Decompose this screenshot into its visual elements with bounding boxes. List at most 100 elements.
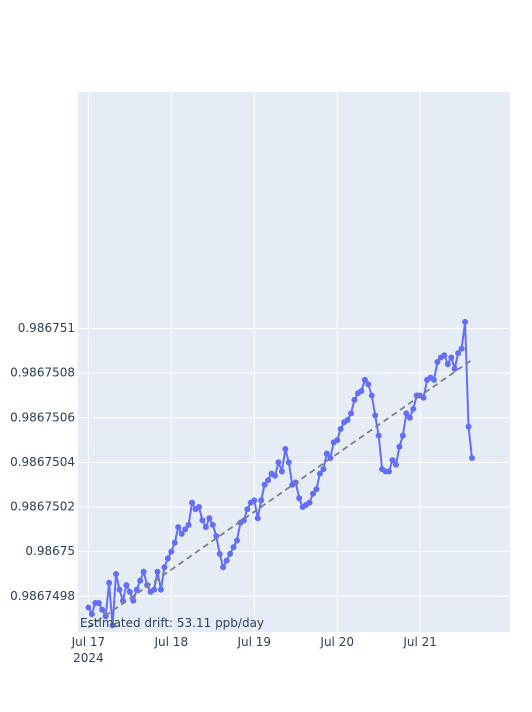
data-point	[251, 497, 258, 504]
data-point	[261, 481, 268, 488]
data-point	[202, 524, 209, 531]
data-point	[392, 461, 399, 468]
data-point	[85, 604, 92, 611]
data-point	[106, 579, 113, 586]
data-point	[265, 477, 272, 484]
data-point	[209, 521, 216, 528]
data-point	[375, 432, 382, 439]
data-point	[271, 472, 278, 479]
data-point	[116, 586, 123, 593]
data-point	[227, 550, 234, 557]
x-tick-label: Jul 18	[154, 635, 189, 649]
y-tick-label: 0.9867504	[10, 455, 75, 469]
drift-annotation: Estimated drift: 53.11 ppb/day	[80, 616, 264, 630]
data-point	[213, 533, 220, 540]
data-point	[386, 468, 393, 475]
data-point	[444, 361, 451, 368]
data-point	[230, 544, 237, 551]
data-point	[351, 396, 358, 403]
data-point	[223, 557, 230, 564]
x-tick-sublabel: 2024	[73, 651, 104, 665]
data-point	[161, 564, 168, 571]
data-point	[320, 466, 327, 473]
data-point	[448, 354, 455, 361]
y-tick-label: 0.98675	[25, 544, 75, 558]
data-point	[399, 432, 406, 439]
data-point	[396, 443, 403, 450]
data-point	[151, 586, 158, 593]
data-point	[99, 606, 106, 613]
data-point	[282, 446, 289, 453]
data-point	[216, 550, 223, 557]
data-point	[254, 515, 261, 522]
data-point	[430, 376, 437, 383]
data-point	[468, 454, 475, 461]
data-point	[372, 412, 379, 419]
data-point	[465, 423, 472, 430]
y-axis: 0.9867498 0.98675 0.9867502 0.9867504 0.9867…	[10, 321, 75, 603]
data-point	[123, 582, 130, 589]
data-point	[278, 468, 285, 475]
data-point	[164, 555, 171, 562]
data-point	[306, 499, 313, 506]
data-point	[206, 515, 213, 522]
data-point	[182, 526, 189, 533]
data-point	[137, 577, 144, 584]
data-point	[344, 417, 351, 424]
data-point	[458, 345, 465, 352]
data-point	[133, 586, 140, 593]
data-point	[358, 388, 365, 395]
data-point	[348, 410, 355, 417]
y-tick-label: 0.9867498	[10, 589, 75, 603]
y-tick-label: 0.986751	[18, 321, 75, 335]
data-point	[168, 548, 175, 555]
data-point	[199, 517, 206, 524]
trend-line	[87, 359, 473, 629]
data-point	[420, 394, 427, 401]
data-point	[113, 570, 120, 577]
data-point	[368, 392, 375, 399]
data-point	[296, 495, 303, 502]
data-point	[178, 530, 185, 537]
data-point	[389, 457, 396, 464]
data-point	[403, 410, 410, 417]
data-point	[275, 459, 282, 466]
data-point	[244, 506, 251, 513]
data-point	[406, 414, 413, 421]
data-point	[157, 586, 164, 593]
x-axis: Jul 17 2024 Jul 18 Jul 19 Jul 20 Jul 21	[71, 635, 437, 665]
data-point	[126, 588, 133, 595]
data-point	[310, 490, 317, 497]
data-point	[337, 425, 344, 432]
data-point	[220, 564, 227, 571]
data-point	[130, 597, 137, 604]
x-tick-label: Jul 21	[402, 635, 437, 649]
data-point	[434, 359, 441, 365]
data-point	[189, 499, 196, 506]
plot-area	[78, 92, 510, 632]
y-tick-label: 0.9867508	[10, 366, 75, 380]
x-tick-label: Jul 19	[236, 635, 271, 649]
data-point	[109, 622, 116, 629]
data-point	[140, 568, 147, 575]
data-point	[334, 437, 341, 444]
data-point	[285, 459, 292, 466]
data-point	[441, 352, 448, 359]
data-point	[316, 470, 323, 477]
data-point	[365, 381, 372, 388]
data-point	[462, 318, 469, 325]
data-point	[233, 537, 240, 544]
data-point	[185, 521, 192, 528]
series-layer	[85, 318, 475, 629]
x-tick-label: Jul 20	[319, 635, 354, 649]
data-point	[195, 504, 202, 511]
data-point	[451, 365, 458, 372]
data-point	[410, 405, 417, 412]
data-point	[361, 376, 368, 383]
y-tick-label: 0.9867506	[10, 410, 75, 424]
data-point	[95, 599, 102, 606]
x-tick-label: Jul 17	[71, 635, 106, 649]
data-point	[258, 497, 265, 504]
data-point	[171, 539, 178, 546]
